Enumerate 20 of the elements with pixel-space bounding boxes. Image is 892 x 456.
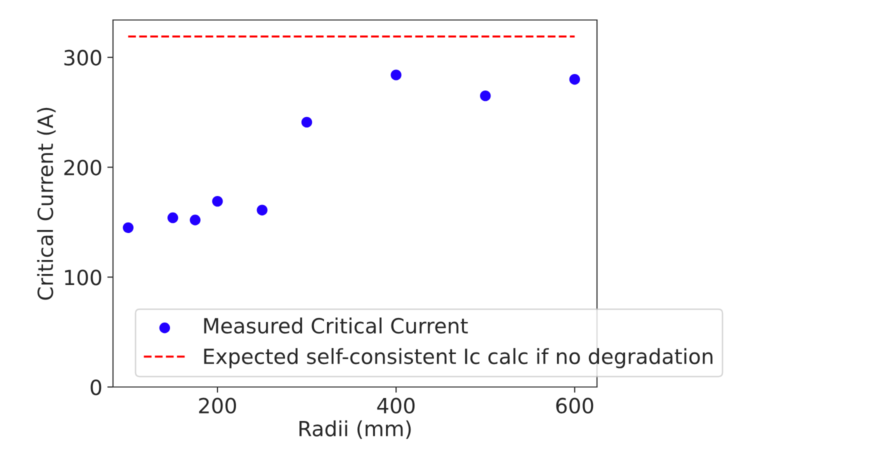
y-axis-title: Critical Current (A): [37, 108, 56, 300]
point: [190, 214, 201, 226]
point: [301, 116, 312, 128]
point: [390, 70, 402, 80]
point: [167, 212, 178, 224]
point: [569, 74, 580, 85]
x-axis-title: Radii (mm): [300, 420, 411, 439]
point: [480, 90, 491, 102]
legend-label: Expected self-consistent Ic calc if no degradation: [204, 348, 712, 368]
y-tick-label: 200: [64, 160, 102, 176]
y-tick-label: 100: [65, 270, 102, 286]
x-tick-label: 400: [377, 398, 415, 414]
x-tick-label: 200: [199, 398, 236, 414]
y-tick-label: 300: [64, 50, 102, 66]
point: [212, 196, 223, 207]
x-tick-label: 600: [556, 398, 594, 414]
point: [122, 222, 134, 234]
legend-label: Measured Critical Current: [204, 318, 468, 334]
point: [256, 204, 268, 216]
y-tick-label: 0: [90, 379, 102, 396]
